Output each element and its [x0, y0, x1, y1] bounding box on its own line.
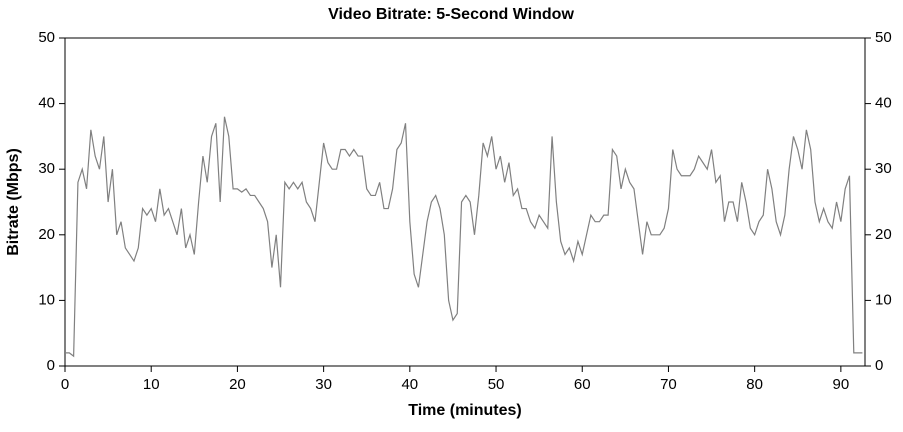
y-tick-label: 30 [38, 160, 55, 177]
x-axis-label: Time (minutes) [408, 402, 522, 419]
y-tick-label: 50 [38, 29, 55, 46]
x-tick-label: 40 [401, 376, 418, 393]
y-tick-label: 10 [38, 291, 55, 308]
y-axis-label: Bitrate (Mbps) [5, 148, 22, 256]
y2-tick-label: 20 [875, 226, 892, 243]
x-tick-label: 20 [229, 376, 246, 393]
x-tick-label: 30 [315, 376, 332, 393]
x-tick-label: 90 [833, 376, 850, 393]
y2-tick-label: 30 [875, 160, 892, 177]
data-line [65, 116, 863, 358]
x-tick-label: 80 [746, 376, 763, 393]
x-tick-label: 10 [143, 376, 160, 393]
y2-tick-label: 10 [875, 291, 892, 308]
x-tick-label: 60 [574, 376, 591, 393]
y-tick-label: 0 [47, 357, 55, 374]
x-tick-label: 70 [660, 376, 677, 393]
y2-tick-label: 50 [875, 29, 892, 46]
plot-frame [64, 37, 866, 367]
y2-tick-label: 0 [875, 357, 883, 374]
y2-tick-label: 40 [875, 95, 892, 112]
y-tick-label: 40 [38, 95, 55, 112]
chart-title: Video Bitrate: 5-Second Window [328, 6, 574, 23]
x-tick-label: 50 [488, 376, 505, 393]
x-tick-label: 0 [61, 376, 69, 393]
y-tick-label: 20 [38, 226, 55, 243]
